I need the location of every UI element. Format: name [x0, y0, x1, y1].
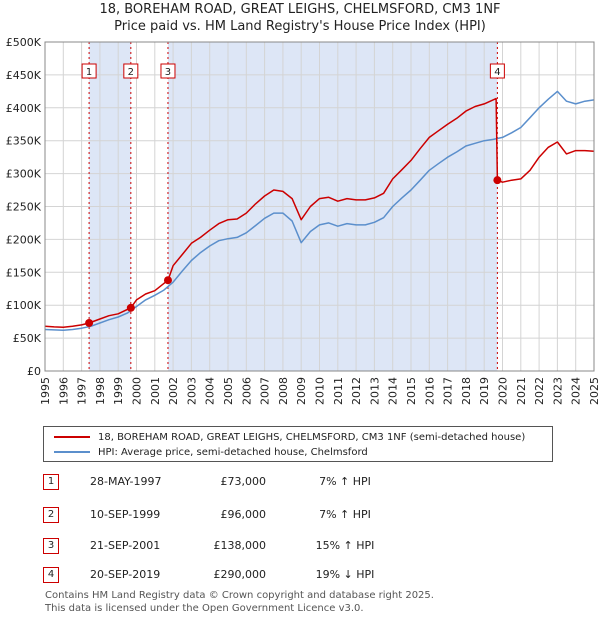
sale-marker-label: 1 [86, 67, 92, 78]
price-chart: 1995 1996 1997 1998 1999 2000 2001 2002 2003 2004… [6, 36, 600, 405]
transaction-id-badge: 2 [43, 507, 59, 523]
transaction-price: £96,000 [220, 508, 267, 521]
x-tick-label: 2014 [387, 377, 400, 405]
legend-item-property: 18, BOREHAM ROAD, GREAT LEIGHS, CHELMSFO… [54, 430, 525, 444]
legend-item-hpi: HPI: Average price, semi-detached house,… [54, 445, 368, 459]
legend-property-label: 18, BOREHAM ROAD, GREAT LEIGHS, CHELMSFO… [98, 431, 526, 443]
x-tick-label: 1995 [39, 377, 52, 405]
x-tick-label: 2000 [131, 377, 144, 405]
y-tick-label: £150K [6, 266, 42, 279]
sale-marker-label: 4 [494, 67, 500, 78]
sale-point [493, 176, 502, 185]
chart-subtitle: Price paid vs. HM Land Registry's House … [114, 19, 486, 34]
x-tick-label: 2016 [423, 377, 436, 405]
sale-point [126, 303, 135, 312]
y-tick-label: £100K [6, 299, 42, 312]
x-tick-label: 2013 [368, 377, 381, 405]
footer-copyright: Contains HM Land Registry data © Crown c… [45, 590, 434, 601]
x-tick-label: 2007 [259, 377, 272, 405]
x-tick-label: 2012 [350, 377, 363, 405]
y-tick-label: £300K [6, 168, 42, 181]
y-tick-label: £50K [13, 332, 42, 345]
sale-point [85, 318, 94, 327]
sale-marker-box [160, 63, 176, 79]
property-line-swatch [54, 436, 90, 438]
plot-border [44, 41, 595, 372]
chart-legend: 18, BOREHAM ROAD, GREAT LEIGHS, CHELMSFO… [43, 426, 553, 462]
hpi-line [44, 90, 595, 331]
sale-marker-box [81, 63, 97, 79]
chart-title: 18, BOREHAM ROAD, GREAT LEIGHS, CHELMSFO… [99, 2, 501, 17]
transaction-id-badge: 1 [43, 474, 59, 490]
sale-marker-label: 2 [128, 67, 134, 78]
sale-marker-box [123, 63, 139, 79]
sale-point [163, 276, 172, 285]
x-tick-label: 2006 [240, 377, 253, 405]
y-tick-label: £250K [6, 201, 42, 214]
y-tick-label: £350K [6, 135, 42, 148]
y-tick-label: £500K [6, 36, 42, 49]
x-tick-label: 2011 [332, 377, 345, 405]
sale-marker-label: 3 [165, 67, 171, 78]
x-tick-label: 2019 [478, 377, 491, 405]
transaction-price: £73,000 [220, 475, 267, 488]
transaction-change: 7% ↑ HPI [319, 508, 371, 521]
x-tick-label: 2008 [277, 377, 290, 405]
y-tick-label: £200K [6, 233, 42, 246]
footer-licence: This data is licensed under the Open Gov… [45, 603, 364, 614]
x-tick-label: 2015 [405, 377, 418, 405]
transaction-price: £138,000 [213, 539, 267, 552]
x-tick-label: 2022 [533, 377, 546, 405]
sale-marker-box [489, 63, 505, 79]
transaction-id-badge: 3 [43, 538, 59, 554]
transaction-date: 28-MAY-1997 [90, 475, 162, 488]
x-tick-label: 2005 [222, 377, 235, 405]
x-tick-label: 2024 [570, 377, 583, 405]
property-price-line [44, 97, 595, 328]
x-tick-label: 1999 [112, 377, 125, 405]
y-tick-label: £0 [27, 365, 41, 378]
transaction-date: 20-SEP-2019 [90, 568, 161, 581]
legend-hpi-label: HPI: Average price, semi-detached house,… [98, 446, 368, 458]
x-tick-label: 2025 [588, 377, 600, 405]
x-tick-label: 1998 [94, 377, 107, 405]
x-tick-label: 2021 [515, 377, 528, 405]
x-tick-label: 2009 [295, 377, 308, 405]
transaction-date: 21-SEP-2001 [90, 539, 161, 552]
x-tick-label: 1996 [57, 377, 70, 405]
transaction-change: 19% ↓ HPI [315, 568, 375, 581]
transaction-id-badge: 4 [43, 567, 59, 583]
x-tick-label: 2004 [204, 377, 217, 405]
x-tick-label: 2023 [551, 377, 564, 405]
x-tick-label: 2010 [314, 377, 327, 405]
x-tick-label: 2018 [460, 377, 473, 405]
x-tick-label: 2017 [442, 377, 455, 405]
x-tick-label: 2002 [167, 377, 180, 405]
transaction-date: 10-SEP-1999 [90, 508, 161, 521]
x-tick-label: 2001 [149, 377, 162, 405]
y-tick-label: £450K [6, 69, 42, 82]
x-tick-label: 2020 [497, 377, 510, 405]
x-tick-label: 1997 [76, 377, 89, 405]
transaction-price: £290,000 [213, 568, 267, 581]
y-tick-label: £400K [6, 102, 42, 115]
transaction-change: 7% ↑ HPI [319, 475, 371, 488]
hpi-line-swatch [54, 451, 90, 453]
x-tick-label: 2003 [185, 377, 198, 405]
transaction-change: 15% ↑ HPI [315, 539, 375, 552]
